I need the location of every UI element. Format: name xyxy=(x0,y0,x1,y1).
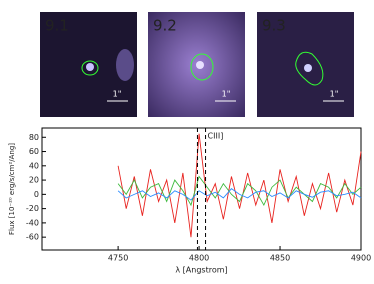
y-tick-label: 20 xyxy=(29,176,39,185)
y-tick-label: -20 xyxy=(26,204,39,213)
scale-bar-label: 1" xyxy=(113,90,122,99)
y-axis-label: Flux [10⁻²⁰ erg/s/cm²/Ang] xyxy=(8,143,16,235)
scale-bar-label: 1" xyxy=(222,90,231,99)
panel-label: 9.3 xyxy=(262,17,286,35)
annotation: CIII] xyxy=(208,132,224,141)
y-tick-label: 0 xyxy=(34,190,39,199)
x-tick-label: 4800 xyxy=(189,254,209,263)
plot-frame xyxy=(41,127,362,251)
spectrum-line xyxy=(117,175,362,207)
y-tick-label: 40 xyxy=(29,161,39,170)
y-tick-label: 60 xyxy=(29,147,39,156)
spectrum-line xyxy=(117,133,362,238)
y-tick-label: 80 xyxy=(29,133,39,142)
y-tick-label: -40 xyxy=(26,218,39,227)
image-panel: 9.3 1" xyxy=(257,12,354,117)
image-panel: 9.1 1" xyxy=(40,12,137,117)
x-tick-label: 4750 xyxy=(108,254,128,263)
x-tick-label: 4850 xyxy=(270,254,290,263)
scale-bar-label: 1" xyxy=(330,90,339,99)
x-axis-label: λ [Angstrom] xyxy=(175,266,227,275)
image xyxy=(257,12,354,117)
spectrum-line xyxy=(117,188,362,201)
x-tick-label: 4900 xyxy=(351,254,371,263)
y-tick-label: -60 xyxy=(26,233,39,242)
panel-label: 9.1 xyxy=(45,17,69,35)
image-panel: 9.2 1" xyxy=(148,12,245,117)
panel-label: 9.2 xyxy=(153,17,177,35)
